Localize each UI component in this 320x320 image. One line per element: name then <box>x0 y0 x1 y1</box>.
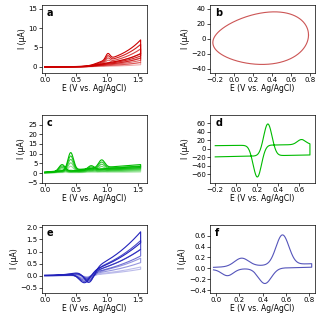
Text: d: d <box>215 118 222 128</box>
X-axis label: E (V vs. Ag/AgCl): E (V vs. Ag/AgCl) <box>62 84 126 93</box>
Y-axis label: I (μA): I (μA) <box>17 139 26 159</box>
Y-axis label: I (μA): I (μA) <box>181 28 190 49</box>
Text: f: f <box>215 228 220 238</box>
Y-axis label: I (μA): I (μA) <box>180 139 189 159</box>
X-axis label: E (V vs. Ag/AgCl): E (V vs. Ag/AgCl) <box>62 304 126 313</box>
X-axis label: E (V vs. Ag/AgCl): E (V vs. Ag/AgCl) <box>230 84 295 93</box>
Text: c: c <box>47 118 52 128</box>
Text: a: a <box>47 8 53 18</box>
X-axis label: E (V vs. Ag/AgCl): E (V vs. Ag/AgCl) <box>62 194 126 203</box>
Y-axis label: I (μA): I (μA) <box>10 248 19 269</box>
X-axis label: E (V vs. Ag/AgCl): E (V vs. Ag/AgCl) <box>230 304 295 313</box>
X-axis label: E (V vs. Ag/AgCl): E (V vs. Ag/AgCl) <box>230 194 295 203</box>
Text: b: b <box>215 8 222 18</box>
Y-axis label: I (μA): I (μA) <box>18 28 27 49</box>
Text: e: e <box>47 228 53 238</box>
Y-axis label: I (μA): I (μA) <box>179 248 188 269</box>
